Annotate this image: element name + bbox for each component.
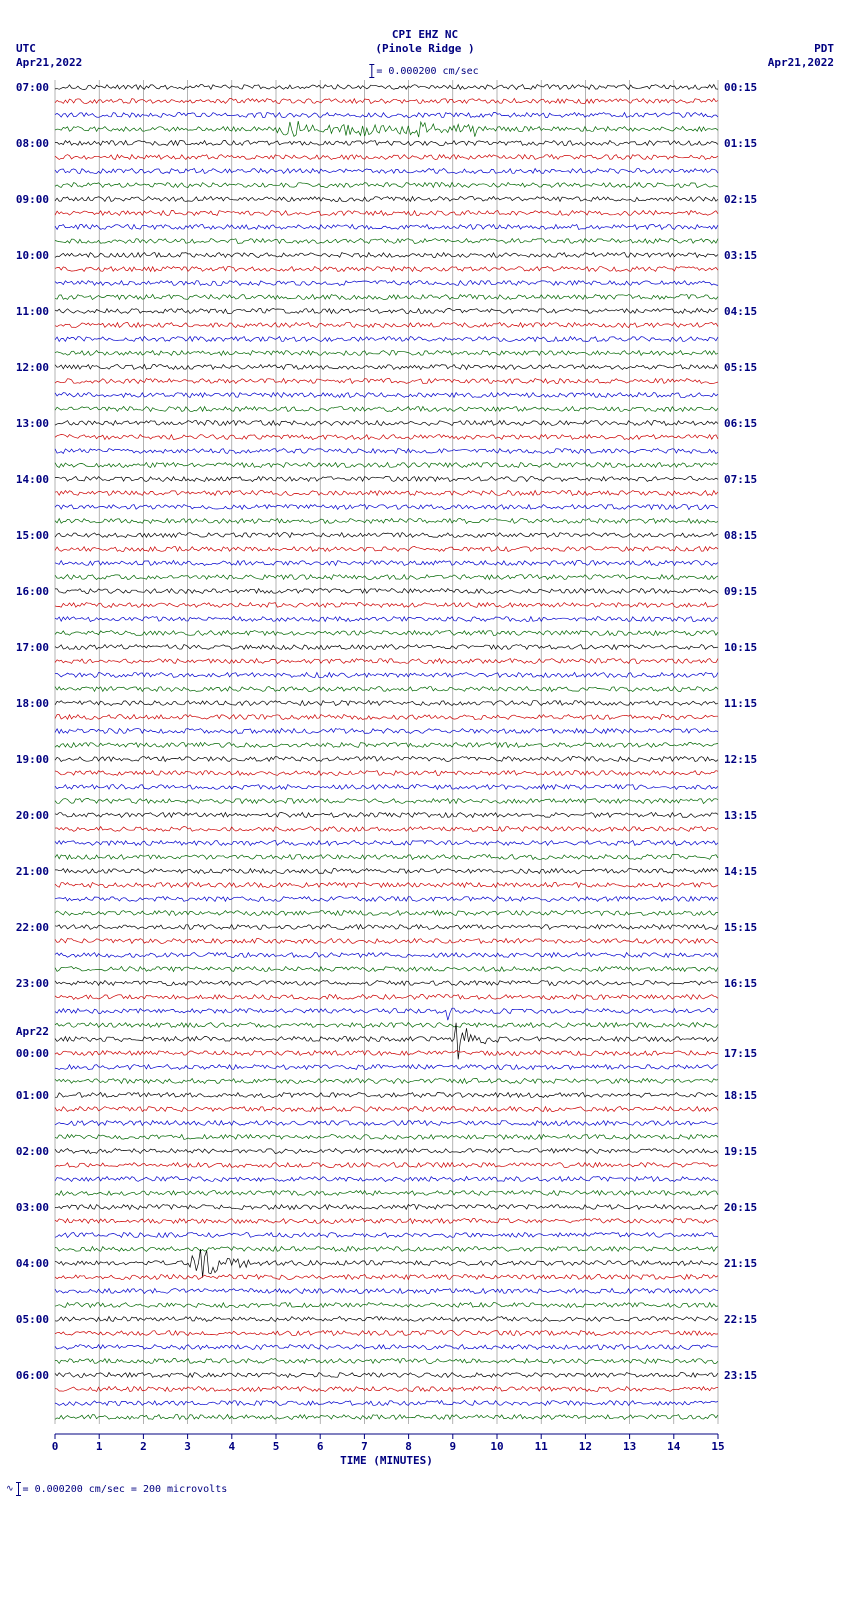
svg-text:TIME (MINUTES): TIME (MINUTES) bbox=[340, 1454, 433, 1467]
svg-text:00:00: 00:00 bbox=[16, 1047, 49, 1060]
svg-text:Apr22: Apr22 bbox=[16, 1025, 49, 1038]
svg-text:07:15: 07:15 bbox=[724, 473, 757, 486]
svg-text:18:15: 18:15 bbox=[724, 1089, 757, 1102]
tz-left-date: Apr21,2022 bbox=[16, 56, 82, 70]
svg-text:7: 7 bbox=[361, 1440, 368, 1453]
svg-text:09:15: 09:15 bbox=[724, 585, 757, 598]
svg-text:06:15: 06:15 bbox=[724, 417, 757, 430]
svg-text:8: 8 bbox=[405, 1440, 412, 1453]
svg-text:6: 6 bbox=[317, 1440, 324, 1453]
chart-header: UTC Apr21,2022 CPI EHZ NC (Pinole Ridge … bbox=[0, 0, 850, 80]
tz-left-label: UTC bbox=[16, 42, 82, 56]
svg-text:06:00: 06:00 bbox=[16, 1369, 49, 1382]
svg-text:9: 9 bbox=[449, 1440, 456, 1453]
svg-text:10:00: 10:00 bbox=[16, 249, 49, 262]
svg-text:14:15: 14:15 bbox=[724, 865, 757, 878]
svg-text:17:15: 17:15 bbox=[724, 1047, 757, 1060]
svg-text:19:15: 19:15 bbox=[724, 1145, 757, 1158]
svg-text:15: 15 bbox=[711, 1440, 724, 1453]
svg-text:03:15: 03:15 bbox=[724, 249, 757, 262]
seismogram-chart: 07:00 00:15 08:00 01:15 09:00 02:15 10:00 03:15… bbox=[0, 80, 850, 1474]
svg-text:09:00: 09:00 bbox=[16, 193, 49, 206]
svg-text:16:15: 16:15 bbox=[724, 977, 757, 990]
scale-value: = 0.000200 cm/sec bbox=[376, 66, 478, 77]
station-code: CPI EHZ NC bbox=[375, 28, 474, 42]
station-location: (Pinole Ridge ) bbox=[375, 42, 474, 56]
svg-text:02:15: 02:15 bbox=[724, 193, 757, 206]
svg-text:20:15: 20:15 bbox=[724, 1201, 757, 1214]
svg-text:05:00: 05:00 bbox=[16, 1313, 49, 1326]
tz-right-label: PDT bbox=[768, 42, 834, 56]
svg-text:18:00: 18:00 bbox=[16, 697, 49, 710]
svg-text:21:15: 21:15 bbox=[724, 1257, 757, 1270]
svg-text:21:00: 21:00 bbox=[16, 865, 49, 878]
svg-text:03:00: 03:00 bbox=[16, 1201, 49, 1214]
seismogram-svg: 07:00 00:15 08:00 01:15 09:00 02:15 10:00 03:15… bbox=[0, 80, 850, 1474]
svg-text:0: 0 bbox=[52, 1440, 59, 1453]
svg-text:23:15: 23:15 bbox=[724, 1369, 757, 1382]
svg-text:5: 5 bbox=[273, 1440, 280, 1453]
svg-text:17:00: 17:00 bbox=[16, 641, 49, 654]
svg-text:11:00: 11:00 bbox=[16, 305, 49, 318]
scale-indicator: = 0.000200 cm/sec bbox=[371, 64, 478, 78]
svg-text:2: 2 bbox=[140, 1440, 147, 1453]
svg-text:15:15: 15:15 bbox=[724, 921, 757, 934]
svg-text:13:15: 13:15 bbox=[724, 809, 757, 822]
tz-left-block: UTC Apr21,2022 bbox=[16, 42, 82, 71]
svg-text:12: 12 bbox=[579, 1440, 592, 1453]
svg-text:16:00: 16:00 bbox=[16, 585, 49, 598]
svg-text:4: 4 bbox=[228, 1440, 235, 1453]
svg-text:10: 10 bbox=[490, 1440, 503, 1453]
title-block: CPI EHZ NC (Pinole Ridge ) bbox=[375, 28, 474, 57]
svg-text:12:15: 12:15 bbox=[724, 753, 757, 766]
svg-text:20:00: 20:00 bbox=[16, 809, 49, 822]
svg-text:19:00: 19:00 bbox=[16, 753, 49, 766]
svg-text:11:15: 11:15 bbox=[724, 697, 757, 710]
svg-text:22:15: 22:15 bbox=[724, 1313, 757, 1326]
svg-text:00:15: 00:15 bbox=[724, 81, 757, 94]
footer-scale: ∿ = 0.000200 cm/sec = 200 microvolts bbox=[0, 1474, 850, 1504]
svg-text:14: 14 bbox=[667, 1440, 681, 1453]
scale-bar-icon bbox=[18, 1482, 19, 1496]
svg-text:3: 3 bbox=[184, 1440, 191, 1453]
svg-text:13:00: 13:00 bbox=[16, 417, 49, 430]
svg-text:04:00: 04:00 bbox=[16, 1257, 49, 1270]
scale-bar-icon bbox=[371, 64, 372, 78]
svg-text:04:15: 04:15 bbox=[724, 305, 757, 318]
svg-text:14:00: 14:00 bbox=[16, 473, 49, 486]
tz-right-date: Apr21,2022 bbox=[768, 56, 834, 70]
svg-text:08:00: 08:00 bbox=[16, 137, 49, 150]
tz-right-block: PDT Apr21,2022 bbox=[768, 42, 834, 71]
svg-text:01:15: 01:15 bbox=[724, 137, 757, 150]
svg-text:12:00: 12:00 bbox=[16, 361, 49, 374]
svg-text:02:00: 02:00 bbox=[16, 1145, 49, 1158]
svg-text:08:15: 08:15 bbox=[724, 529, 757, 542]
svg-text:01:00: 01:00 bbox=[16, 1089, 49, 1102]
svg-text:15:00: 15:00 bbox=[16, 529, 49, 542]
svg-text:10:15: 10:15 bbox=[724, 641, 757, 654]
svg-text:22:00: 22:00 bbox=[16, 921, 49, 934]
svg-text:05:15: 05:15 bbox=[724, 361, 757, 374]
svg-text:1: 1 bbox=[96, 1440, 103, 1453]
svg-text:07:00: 07:00 bbox=[16, 81, 49, 94]
svg-text:13: 13 bbox=[623, 1440, 636, 1453]
svg-text:11: 11 bbox=[535, 1440, 549, 1453]
footer-text: = 0.000200 cm/sec = 200 microvolts bbox=[23, 1484, 228, 1495]
svg-text:23:00: 23:00 bbox=[16, 977, 49, 990]
